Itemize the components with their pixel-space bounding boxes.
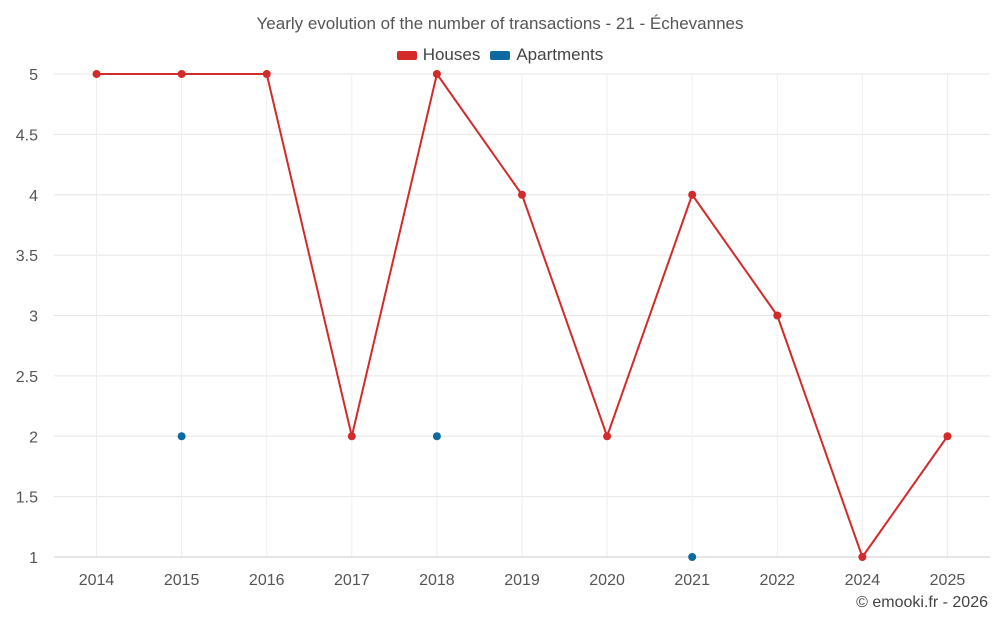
chart-title: Yearly evolution of the number of transa… (256, 14, 744, 33)
data-point-houses (262, 70, 271, 78)
data-point-houses (92, 70, 101, 78)
y-tick-label: 2 (29, 429, 38, 446)
data-point-houses (858, 553, 867, 561)
data-point-houses (518, 190, 526, 199)
legend-swatch-apartments (490, 50, 511, 60)
y-tick-label: 4.5 (16, 127, 38, 144)
data-point-houses (943, 432, 952, 441)
legend-label-apartments: Apartments (516, 45, 604, 64)
data-point-apartments (688, 553, 697, 561)
y-tick-label: 1.5 (16, 490, 38, 507)
data-point-apartments (432, 432, 441, 441)
x-tick-label: 2018 (419, 572, 455, 589)
legend: Houses Apartments (0, 45, 1000, 65)
data-point-houses (603, 432, 612, 441)
x-tick-label: 2025 (930, 572, 966, 589)
x-tick-label: 2022 (759, 572, 795, 589)
x-tick-label: 2020 (589, 572, 625, 589)
y-tick-label: 5 (29, 67, 38, 84)
legend-item-apartments[interactable]: Apartments (490, 45, 603, 65)
data-point-houses (773, 311, 782, 320)
legend-label-houses: Houses (422, 45, 481, 64)
x-tick-label: 2014 (79, 572, 115, 589)
x-tick-label: 2016 (249, 572, 285, 589)
y-tick-label: 2.5 (16, 369, 38, 386)
data-point-houses (432, 70, 441, 78)
data-point-houses (347, 432, 356, 441)
data-point-apartments (177, 432, 186, 441)
y-tick-label: 4 (29, 188, 38, 205)
x-tick-label: 2024 (845, 572, 881, 589)
x-tick-label: 2021 (674, 572, 710, 589)
x-tick-label: 2015 (164, 572, 200, 589)
x-tick-label: 2019 (504, 572, 540, 589)
y-tick-label: 3 (29, 309, 38, 326)
x-tick-label: 2017 (334, 572, 370, 589)
y-tick-label: 1 (29, 550, 38, 567)
credit-text: © emooki.fr - 2026 (856, 594, 988, 611)
data-point-houses (688, 190, 697, 199)
y-tick-label: 3.5 (16, 248, 38, 265)
legend-item-houses[interactable]: Houses (396, 45, 481, 65)
data-point-houses (177, 70, 186, 78)
legend-swatch-houses (396, 50, 417, 60)
